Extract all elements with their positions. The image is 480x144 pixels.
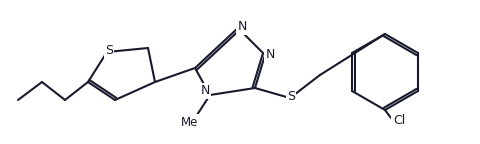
Text: N: N: [237, 20, 246, 34]
Text: S: S: [287, 90, 294, 103]
Text: N: N: [200, 85, 209, 97]
Text: S: S: [105, 43, 113, 56]
Text: Me: Me: [181, 115, 198, 128]
Text: N: N: [265, 49, 274, 61]
Text: Cl: Cl: [392, 113, 404, 126]
